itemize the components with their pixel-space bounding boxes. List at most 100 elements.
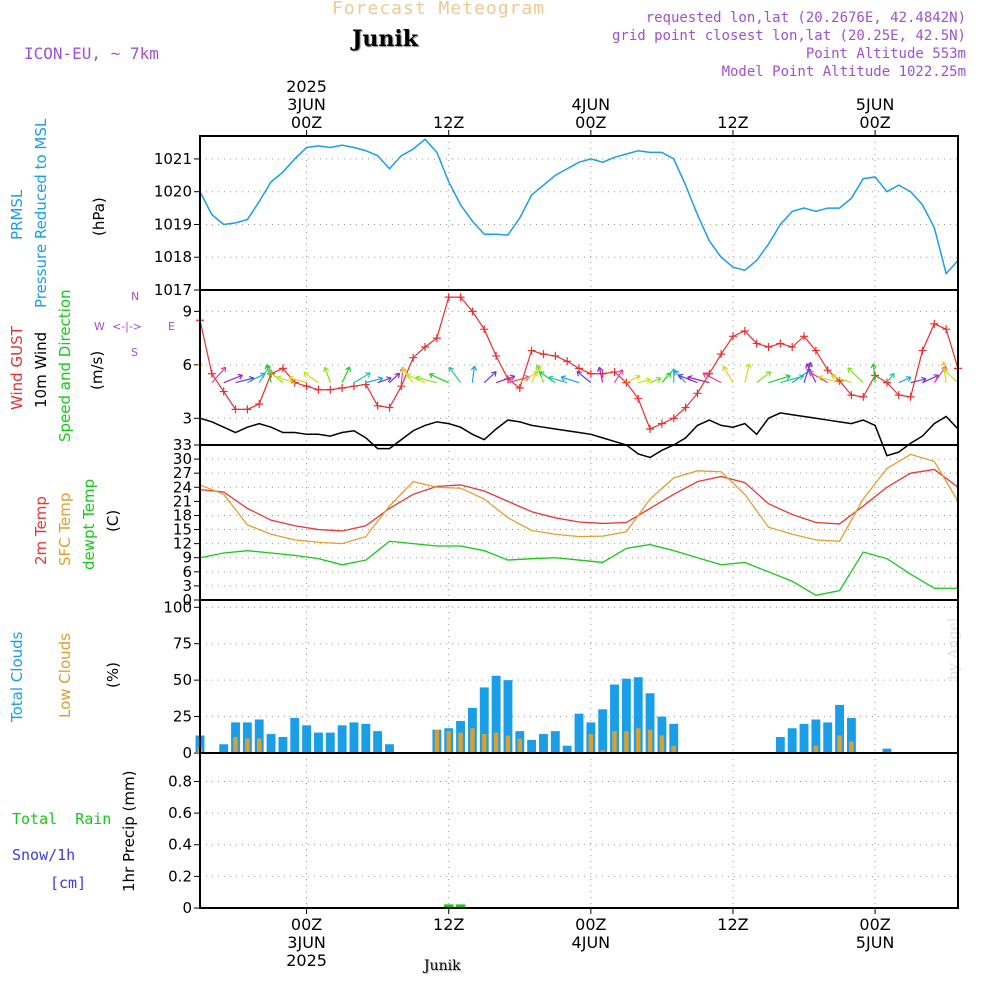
total-cloud-bar xyxy=(278,736,288,753)
gust-marker xyxy=(823,366,832,375)
wind-arrow xyxy=(910,378,927,384)
gust-marker xyxy=(575,364,583,373)
gust-marker xyxy=(811,346,820,355)
low-cloud-bar xyxy=(446,731,451,753)
gust-marker xyxy=(243,405,252,414)
time-label-bottom: 5JUN xyxy=(856,933,895,952)
low-cloud-bar xyxy=(458,732,463,753)
wind-arrow-head xyxy=(560,375,567,382)
gust-marker xyxy=(859,392,868,401)
time-label-bottom: 3JUN xyxy=(287,933,326,952)
total-cloud-bar xyxy=(787,728,797,753)
total-cloud-bar xyxy=(385,744,394,753)
gust-marker xyxy=(302,382,311,391)
wind-arrow xyxy=(303,372,319,384)
gust-marker xyxy=(906,392,915,401)
time-label-bottom: 00Z xyxy=(575,915,606,934)
time-label-top: 3JUN xyxy=(287,95,326,114)
wind-arrow-head xyxy=(323,366,330,373)
wind-arrow xyxy=(223,374,243,384)
wind-arrow xyxy=(365,377,383,384)
wind-arrow-head xyxy=(345,366,352,372)
total-cloud-bar xyxy=(290,718,300,753)
gust-marker xyxy=(646,424,655,433)
wind-arrow-head xyxy=(386,376,392,383)
gust-line xyxy=(199,296,959,430)
low-cloud-bar xyxy=(837,735,842,753)
gust-marker xyxy=(693,389,702,398)
gust-marker xyxy=(563,357,572,366)
gust-marker xyxy=(338,383,347,392)
low-cloud-bar xyxy=(493,732,499,753)
gust-marker xyxy=(669,414,678,423)
wind-arrow xyxy=(831,374,852,384)
wind-arrow xyxy=(768,375,791,384)
time-label-top: 12Z xyxy=(433,113,464,132)
dewpt-line xyxy=(199,540,958,596)
time-label-bottom: 00Z xyxy=(859,915,890,934)
total-cloud-bar xyxy=(645,693,655,753)
y-tick-label: 1020 xyxy=(154,183,192,201)
time-label-bottom: 4JUN xyxy=(572,933,611,952)
model-label: ICON-EU, ~ 7km xyxy=(24,44,159,63)
gust-marker xyxy=(894,391,903,400)
wind-arrow xyxy=(507,376,530,384)
y-tick-label: 0 xyxy=(182,591,192,609)
gust-marker xyxy=(219,387,228,396)
wind-arrow-head xyxy=(288,375,294,382)
wind-arrow-head xyxy=(509,374,516,381)
wind-arrow-head xyxy=(722,365,729,372)
low-cloud-bar xyxy=(233,736,238,753)
total-cloud-bar xyxy=(219,744,229,753)
gust-marker xyxy=(397,382,406,391)
time-label-bottom: 00Z xyxy=(291,915,322,934)
requested-coords: requested lon,lat (20.2676E, 42.4842N) xyxy=(645,10,966,26)
total-cloud-bar xyxy=(479,687,489,753)
panel-frame xyxy=(199,752,959,909)
gust-marker xyxy=(717,350,726,359)
y-tick-label: 100 xyxy=(163,598,192,616)
wind-arrow-head xyxy=(943,369,949,375)
time-label-bottom: 12Z xyxy=(717,915,748,934)
y-tick-label: 18 xyxy=(173,506,192,524)
total-cloud-bar xyxy=(775,736,785,753)
gust-marker xyxy=(527,346,536,355)
low-cloud-bar xyxy=(659,735,665,753)
gust-marker xyxy=(326,385,335,394)
wind-arrow-head xyxy=(702,372,708,378)
gust-marker xyxy=(586,369,595,378)
gust-marker xyxy=(752,339,761,348)
rain-bar xyxy=(455,904,466,908)
model-altitude: Model Point Altitude 1022.25m xyxy=(721,64,966,80)
total-cloud-bar xyxy=(266,734,276,753)
wind-arrow xyxy=(247,372,266,384)
total-cloud-bar xyxy=(503,680,513,753)
y-tick-label: 30 xyxy=(173,450,192,468)
wind-arrow xyxy=(847,367,864,384)
wind-arrow-head xyxy=(365,372,371,378)
y-tick-label: 21 xyxy=(173,492,192,510)
y-tick-label: 0 xyxy=(182,899,192,917)
total-cloud-bar xyxy=(337,725,347,753)
y-tick-label: 33 xyxy=(173,436,192,454)
total-cloud-bar xyxy=(846,718,856,753)
gust-marker xyxy=(373,401,382,410)
low-cloud-bar xyxy=(588,734,594,753)
gust-marker xyxy=(764,343,773,352)
y-tick-label: 0 xyxy=(182,744,192,762)
total-cloud-bar xyxy=(550,731,560,753)
y-tick-label: 0.2 xyxy=(168,867,192,885)
gust-marker xyxy=(515,383,524,392)
low-cloud-bar xyxy=(470,728,475,753)
gust-marker xyxy=(847,391,856,400)
wind-arrow-head xyxy=(576,370,583,377)
wind-arrow-head xyxy=(428,372,435,379)
wind-arrow xyxy=(415,376,438,384)
total-cloud-bar xyxy=(325,732,335,753)
y-tick-label: 9 xyxy=(182,302,192,320)
gust-marker xyxy=(930,319,939,328)
wind-arrow-head xyxy=(276,375,282,382)
wind-arrow-head xyxy=(785,374,791,381)
wind-arrow xyxy=(429,373,449,384)
time-label-top: 00Z xyxy=(575,113,606,132)
